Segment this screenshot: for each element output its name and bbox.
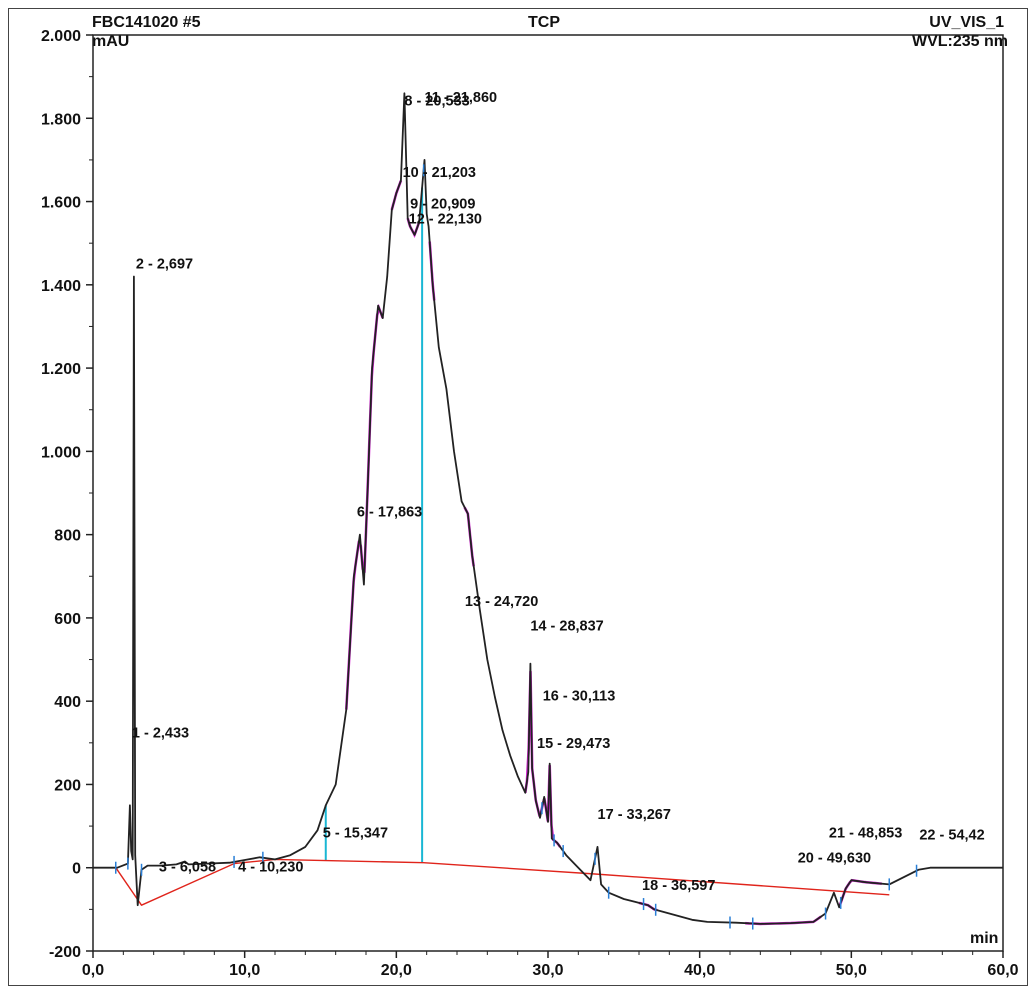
- y-tick-label: 600: [54, 611, 81, 628]
- integration-baseline: [115, 858, 890, 906]
- peak-label: 11 - 21,860: [425, 90, 498, 106]
- x-tick-label: 40,0: [684, 962, 715, 979]
- peak-label: 3 - 6,058: [159, 859, 216, 875]
- y-tick-label: 1.600: [41, 195, 81, 212]
- y-tick-label: 1.000: [41, 444, 81, 461]
- wavelength-label: WVL:235 nm: [911, 33, 1008, 50]
- x-axis-unit: min: [970, 930, 999, 947]
- y-tick-label: 1.400: [41, 278, 81, 295]
- peak-label: 21 - 48,853: [829, 826, 902, 842]
- peak-label: 16 - 30,113: [543, 689, 616, 705]
- x-tick-label: 50,0: [836, 962, 867, 979]
- peak-label: 4 - 10,230: [238, 859, 303, 875]
- y-tick-label: 0: [72, 861, 81, 878]
- detector-channel: UV_VIS_1: [929, 14, 1004, 31]
- y-axis-unit: mAU: [92, 33, 130, 50]
- y-tick-label: 200: [54, 777, 81, 794]
- x-tick-label: 0,0: [82, 962, 104, 979]
- peak-label: 12 - 22,130: [409, 212, 482, 228]
- peak-label: 14 - 28,837: [530, 619, 603, 635]
- x-tick-label: 60,0: [987, 962, 1018, 979]
- y-tick-label: 2.000: [41, 28, 81, 45]
- x-tick-label: 20,0: [381, 962, 412, 979]
- peak-label: 15 - 29,473: [537, 736, 610, 752]
- x-tick-label: 10,0: [229, 962, 260, 979]
- x-tick-label: 30,0: [532, 962, 563, 979]
- peak-label: 10 - 21,203: [403, 165, 476, 181]
- peak-label: 6 - 17,863: [357, 505, 422, 521]
- y-tick-label: 400: [54, 694, 81, 711]
- y-tick-label: 1.200: [41, 361, 81, 378]
- peak-label: 20 - 49,630: [798, 851, 871, 867]
- peak-label: 18 - 36,597: [642, 878, 715, 894]
- peak-label: 9 - 20,909: [410, 197, 475, 213]
- peak-label: 8 - 20,533: [404, 93, 469, 109]
- chart-frame: [8, 8, 1028, 986]
- chromatogram-trace: [93, 92, 1003, 925]
- y-tick-label: 1.800: [41, 111, 81, 128]
- peak-label: 5 - 15,347: [323, 825, 388, 841]
- y-tick-label: 800: [54, 528, 81, 545]
- peak-label: 22 - 54,42: [919, 828, 984, 844]
- peak-label: 2 - 2,697: [136, 256, 193, 272]
- peak-label: 17 - 33,267: [598, 807, 671, 823]
- sample-name: FBC141020 #5: [92, 14, 201, 31]
- peak-label: 13 - 24,720: [465, 594, 538, 610]
- y-tick-label: -200: [49, 944, 81, 961]
- chart-label: TCP: [528, 14, 560, 31]
- peak-label: 1 - 2,433: [132, 725, 189, 741]
